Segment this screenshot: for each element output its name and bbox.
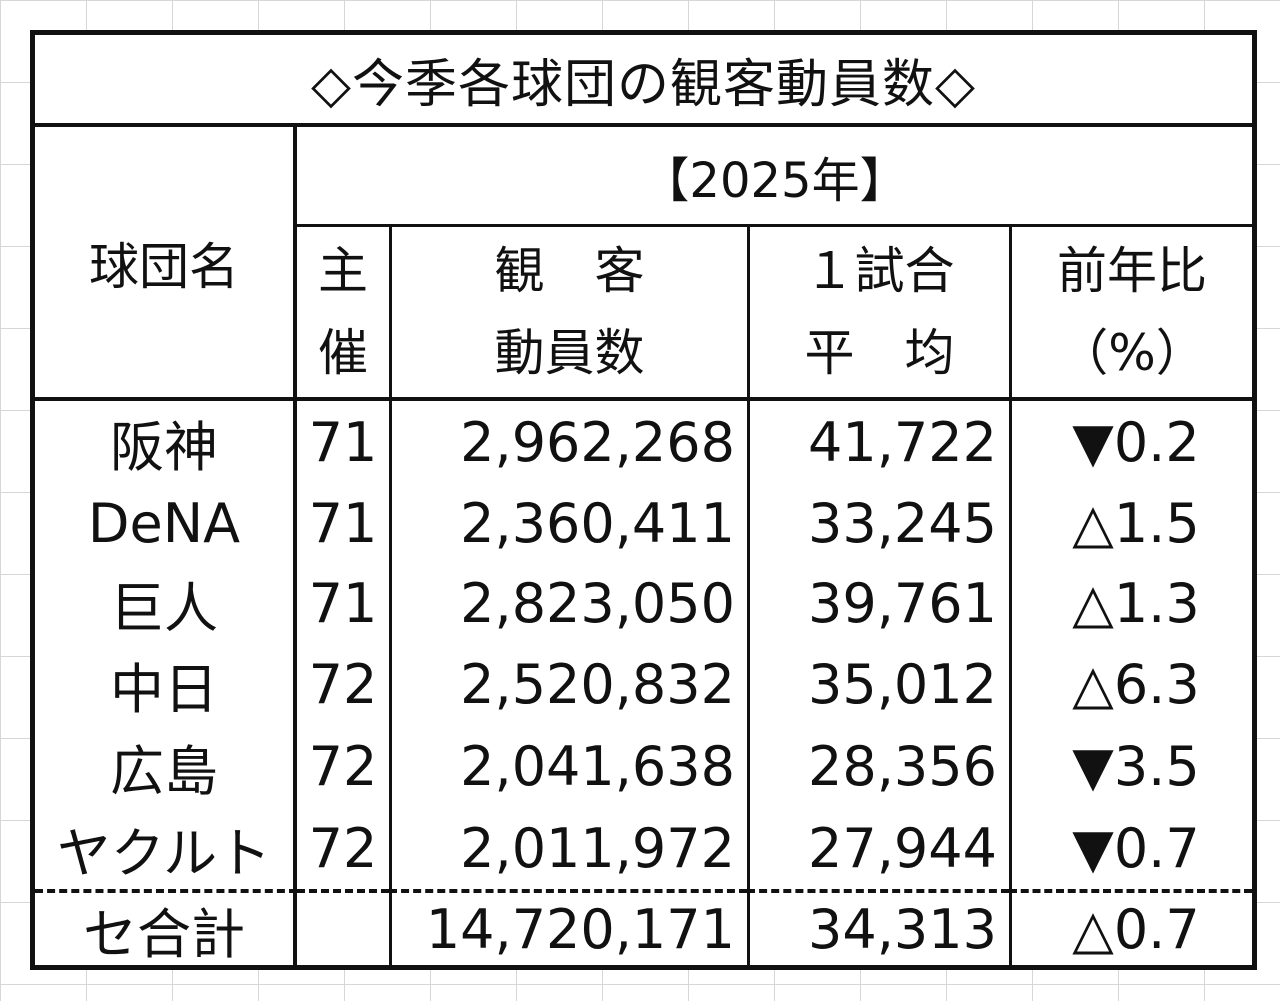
attendance-cell: 2,962,268 [389, 401, 747, 483]
attendance-header-line-1: 観 客 [494, 242, 645, 300]
yoy-cell: △1.3 [1009, 563, 1252, 643]
average-cell: 35,012 [747, 643, 1009, 725]
yoy-header-line-2: （%） [1058, 324, 1206, 382]
team-name-cell: ヤクルト [35, 807, 297, 889]
total-yoy-cell: △0.7 [1009, 889, 1252, 965]
total-attendance-cell: 14,720,171 [389, 889, 747, 965]
average-cell: 28,356 [747, 725, 1009, 807]
games-header-line-1: 主 [318, 242, 368, 300]
average-cell: 39,761 [747, 563, 1009, 643]
attendance-cell: 2,041,638 [389, 725, 747, 807]
attendance-cell: 2,520,832 [389, 643, 747, 725]
games-header-line-2: 催 [318, 324, 368, 382]
attendance-cell: 2,823,050 [389, 563, 747, 643]
games-cell: 72 [308, 816, 378, 880]
total-average-cell: 34,313 [747, 889, 1009, 965]
attendance-cell: 2,360,411 [389, 483, 747, 563]
yoy-header-line-1: 前年比 [1057, 242, 1207, 300]
team-name-cell: DeNA [35, 483, 297, 563]
average-header: １試合 平 均 [747, 227, 1009, 401]
yoy-cell: ▼0.7 [1009, 807, 1252, 889]
average-header-line-1: １試合 [804, 242, 955, 300]
games-cell: 71 [308, 491, 378, 555]
team-name-header: 球団名 [35, 127, 297, 401]
total-label-cell: セ合計 [35, 889, 297, 965]
yoy-cell: △1.5 [1009, 483, 1252, 563]
team-name-cell: 中日 [35, 643, 297, 725]
games-cell: 71 [308, 571, 378, 635]
attendance-cell: 2,011,972 [389, 807, 747, 889]
games-cell: 72 [308, 734, 378, 798]
yoy-cell: ▼3.5 [1009, 725, 1252, 807]
average-header-line-2: 平 均 [804, 324, 955, 382]
year-header: 【2025年】 [297, 127, 1252, 227]
yoy-cell: △6.3 [1009, 643, 1252, 725]
table-title: ◇今季各球団の観客動員数◇ [35, 35, 1252, 127]
games-cell: 71 [308, 410, 378, 474]
games-cell: 72 [308, 652, 378, 716]
attendance-table: ◇今季各球団の観客動員数◇ 球団名 【2025年】 主 催 観 客 動員数 １試… [30, 30, 1257, 970]
attendance-header: 観 客 動員数 [389, 227, 747, 401]
average-cell: 33,245 [747, 483, 1009, 563]
yoy-header: 前年比 （%） [1009, 227, 1252, 401]
total-games-cell [297, 889, 389, 965]
team-name-cell: 阪神 [35, 401, 297, 483]
team-name-cell: 巨人 [35, 563, 297, 643]
average-cell: 27,944 [747, 807, 1009, 889]
average-cell: 41,722 [747, 401, 1009, 483]
games-header: 主 催 [297, 227, 389, 401]
attendance-header-line-2: 動員数 [494, 324, 645, 382]
team-name-cell: 広島 [35, 725, 297, 807]
yoy-cell: ▼0.2 [1009, 401, 1252, 483]
